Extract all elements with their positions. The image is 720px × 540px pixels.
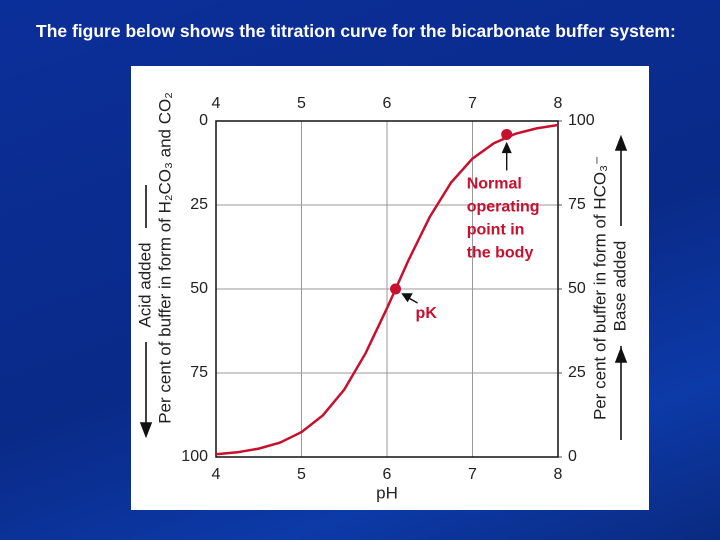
- slide-heading: The figure below shows the titration cur…: [36, 21, 676, 41]
- x-tick-label: 6: [383, 95, 392, 112]
- x-tick-label: 4: [212, 466, 221, 483]
- y-tick-label: 0: [199, 112, 208, 129]
- marked-point: [390, 283, 402, 295]
- y2-tick-label: 100: [568, 112, 595, 129]
- curve: [215, 123, 559, 456]
- y-tick-label: 25: [190, 196, 208, 213]
- x-tick-label: 6: [383, 466, 392, 483]
- annotation: Normal: [467, 176, 522, 193]
- x-tick-label: 5: [297, 95, 306, 112]
- x-tick-label: 4: [212, 95, 221, 112]
- arrow-head: [501, 141, 512, 154]
- figure-panel: [131, 66, 649, 510]
- x-tick-label: 8: [554, 466, 563, 483]
- annotation: point in: [467, 222, 525, 239]
- y2-axis-label: Base added: [610, 241, 629, 332]
- y-axis-label: Per cent of buffer in form of H₂CO₃ and …: [155, 92, 174, 424]
- y2-tick-label: 50: [568, 280, 586, 297]
- y2-tick-label: 75: [568, 196, 586, 213]
- x-tick-label: 8: [554, 95, 563, 112]
- annotation: pK: [416, 305, 438, 322]
- y2-tick-label: 0: [568, 448, 577, 465]
- y2-axis-label: Per cent of buffer in form of HCO₃⁻: [590, 156, 609, 420]
- annotation: operating: [467, 199, 540, 216]
- direction-arrows: [139, 134, 628, 440]
- x-tick-label: 7: [468, 466, 477, 483]
- y-tick-label: 75: [190, 364, 208, 381]
- annotation-arrow: [401, 293, 418, 304]
- y-tick-label: 50: [190, 280, 208, 297]
- y2-tick-label: 25: [568, 364, 586, 381]
- arrow-head: [401, 293, 413, 303]
- x-tick-label: 5: [297, 466, 306, 483]
- x-tick-label: 7: [468, 95, 477, 112]
- annotation-arrow: [501, 141, 512, 171]
- plot-frame: [215, 120, 559, 458]
- y-axis-label: Acid added: [135, 242, 154, 327]
- marked-point: [501, 128, 513, 140]
- y-tick-label: 100: [181, 448, 208, 465]
- x-axis-label: pH: [376, 483, 398, 502]
- annotation: the body: [467, 245, 534, 262]
